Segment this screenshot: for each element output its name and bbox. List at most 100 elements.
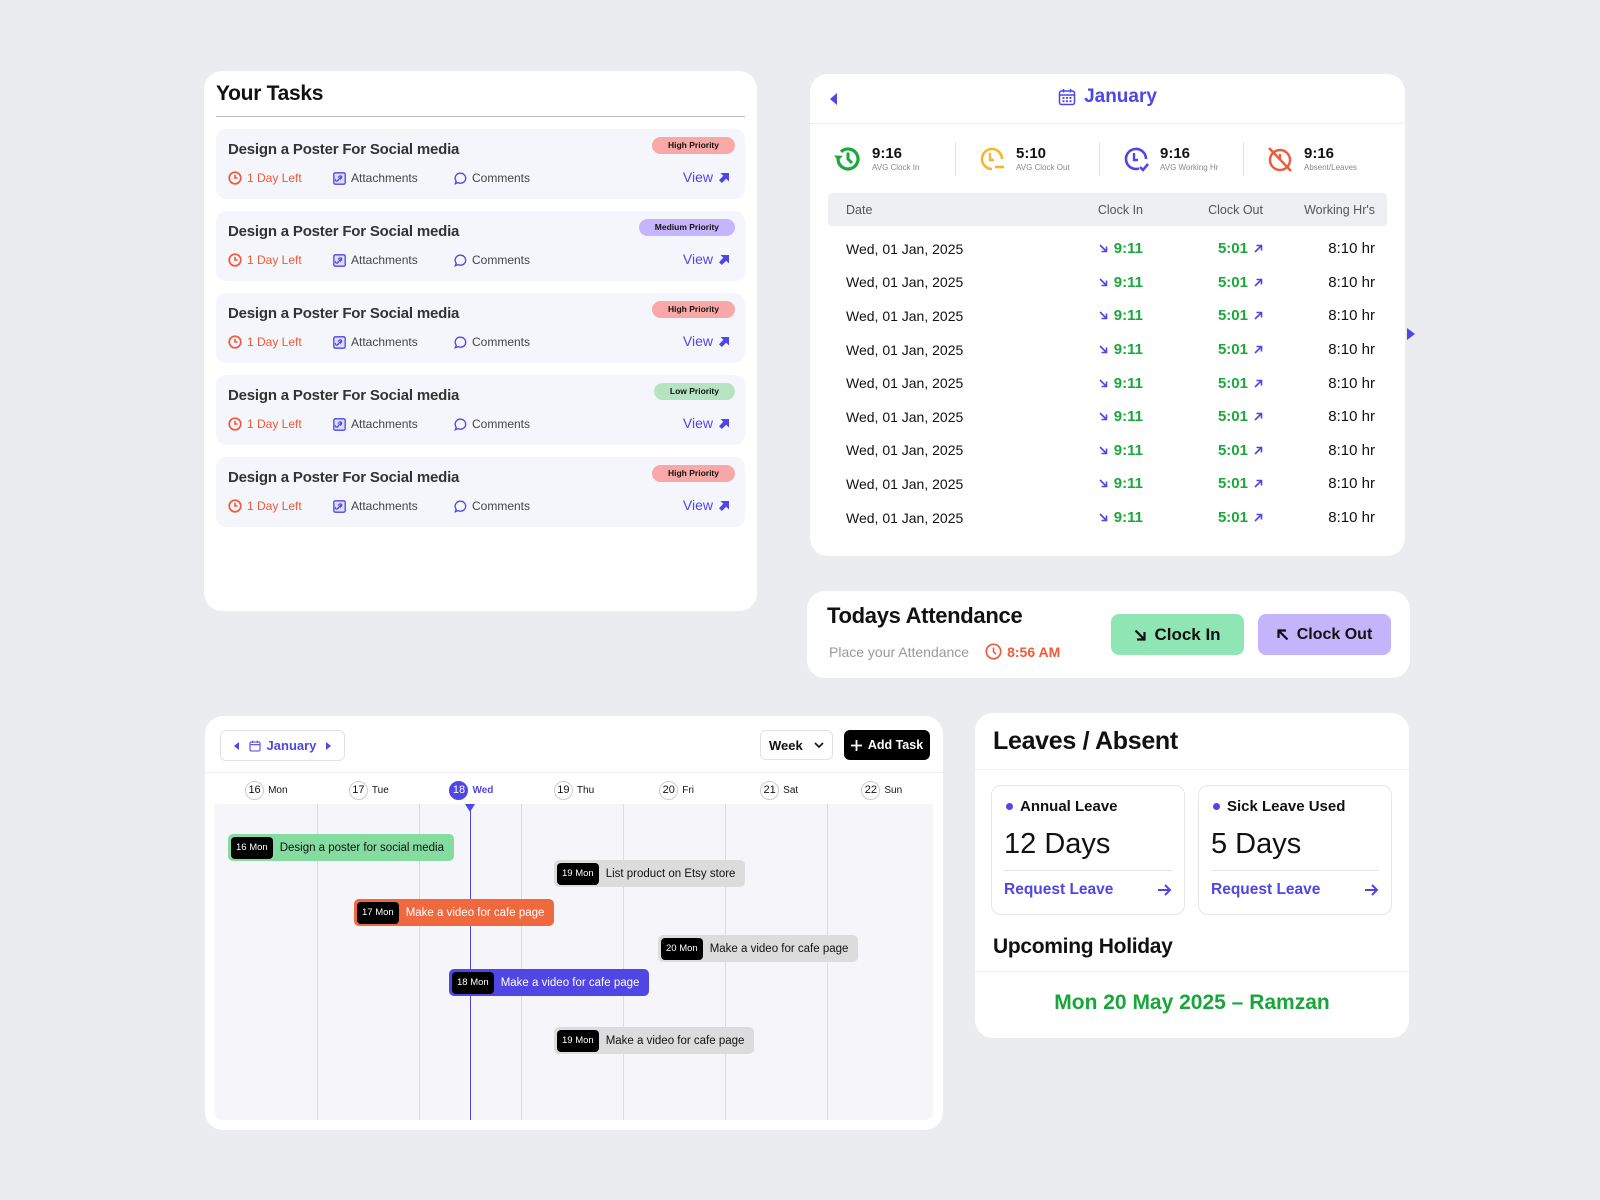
task-item[interactable]: Design a Poster For Social media High Pr… (216, 293, 745, 363)
task-item[interactable]: Design a Poster For Social media Medium … (216, 211, 745, 281)
arrow-right-icon (1365, 884, 1379, 896)
due-info: 1 Day Left (228, 253, 333, 267)
day-header[interactable]: 16 Mon (215, 778, 318, 802)
calendar-event[interactable]: 16 Mon Design a poster for social media (228, 834, 454, 861)
view-link[interactable]: View (683, 415, 731, 431)
day-header[interactable]: 22 Sun (830, 778, 933, 802)
clock-check-icon (1120, 143, 1152, 175)
request-leave-link[interactable]: Request Leave (1004, 881, 1172, 899)
todays-attendance-title: Todays Attendance (827, 603, 1023, 628)
next-month-button[interactable] (1407, 328, 1415, 340)
calendar-icon (1058, 88, 1076, 106)
clock-icon (228, 499, 242, 513)
request-leave-link[interactable]: Request Leave (1211, 881, 1379, 899)
attachments-link[interactable]: Attachments (333, 171, 454, 185)
arrow-up-right-icon (1254, 513, 1263, 522)
comments-link[interactable]: Comments (454, 417, 530, 431)
priority-badge: High Priority (651, 137, 735, 154)
calendar-event[interactable]: 17 Mon Make a video for cafe page (354, 899, 555, 926)
calendar-event[interactable]: 20 Mon Make a video for cafe page (658, 935, 859, 962)
attachments-link[interactable]: Attachments (333, 499, 454, 513)
task-item[interactable]: Design a Poster For Social media Low Pri… (216, 375, 745, 445)
clock-icon (228, 171, 242, 185)
arrow-down-right-icon (1099, 311, 1108, 320)
arrow-down-right-icon (1099, 412, 1108, 421)
arrow-right-icon (1158, 884, 1172, 896)
comment-icon (454, 418, 467, 431)
table-row: Wed, 01 Jan, 2025 9:11 5:01 8:10 hr (846, 509, 1375, 527)
task-name: Design a Poster For Social media (228, 141, 460, 158)
leaves-title: Leaves / Absent (993, 727, 1178, 755)
month-title: January (810, 86, 1405, 108)
tasks-title: Your Tasks (216, 71, 745, 117)
next-month-button[interactable] (326, 741, 332, 750)
priority-badge: Medium Priority (638, 219, 735, 236)
due-info: 1 Day Left (228, 335, 333, 349)
attachment-icon (333, 171, 346, 185)
attachment-icon (333, 499, 346, 513)
view-link[interactable]: View (683, 169, 731, 185)
upcoming-holiday-title: Upcoming Holiday (993, 935, 1173, 958)
priority-badge: High Priority (651, 465, 735, 482)
chevron-down-icon (814, 742, 824, 748)
todays-attendance-card: Todays Attendance Place your Attendance … (807, 591, 1410, 678)
month-navigator: January (220, 730, 345, 761)
comments-link[interactable]: Comments (454, 335, 530, 349)
comments-link[interactable]: Comments (454, 253, 530, 267)
bullet-dot (1006, 803, 1013, 810)
attendance-subtitle: Place your Attendance (829, 643, 970, 660)
arrow-up-left-icon (1277, 628, 1288, 640)
arrow-up-right-icon (1254, 312, 1263, 321)
attachments-link[interactable]: Attachments (333, 253, 454, 267)
comments-link[interactable]: Comments (454, 499, 530, 513)
view-link[interactable]: View (683, 251, 731, 267)
day-header[interactable]: 21 Sat (728, 778, 831, 802)
day-header[interactable]: 17 Tue (318, 778, 421, 802)
day-header[interactable]: 19 Thu (523, 778, 626, 802)
prev-month-button[interactable] (830, 93, 838, 105)
day-header[interactable]: 20 Fri (625, 778, 728, 802)
arrow-up-right-icon (1254, 345, 1263, 354)
arrow-up-right-icon (1254, 244, 1263, 253)
calendar-event[interactable]: 19 Mon List product on Etsy store (554, 860, 746, 887)
view-link[interactable]: View (683, 497, 731, 513)
clock-icon (985, 643, 1002, 660)
week-days-header: 16 Mon 17 Tue 18 Wed 19 Thu 20 Fri 21 Sat 22 Su… (215, 778, 933, 802)
leave-count: 5 Days (1211, 828, 1302, 860)
table-row: Wed, 01 Jan, 2025 9:11 5:01 8:10 hr (846, 307, 1375, 325)
calendar-event[interactable]: 18 Mon Make a video for cafe page (449, 969, 650, 996)
view-select[interactable]: Week (760, 730, 833, 760)
clock-icon (228, 253, 242, 267)
clock-in-button[interactable]: Clock In (1111, 614, 1244, 655)
stat-avg-clock-in: 9:16 AVG Clock In (828, 142, 956, 176)
comment-icon (454, 500, 467, 513)
calendar-event[interactable]: 19 Mon Make a video for cafe page (554, 1027, 755, 1054)
task-item[interactable]: Design a Poster For Social media High Pr… (216, 129, 745, 199)
arrow-up-right-icon (719, 253, 731, 265)
bullet-dot (1213, 803, 1220, 810)
arrow-down-right-icon (1099, 278, 1108, 287)
attachment-icon (333, 253, 346, 267)
sick-leave-card: Sick Leave Used 5 Days Request Leave (1198, 785, 1392, 915)
arrow-up-right-icon (719, 417, 731, 429)
prev-month-button[interactable] (233, 741, 239, 750)
attachment-icon (333, 335, 346, 349)
calendar-icon (249, 740, 261, 752)
table-row: Wed, 01 Jan, 2025 9:11 5:01 8:10 hr (846, 240, 1375, 258)
task-name: Design a Poster For Social media (228, 469, 460, 486)
comments-link[interactable]: Comments (454, 171, 530, 185)
clock-off-icon (1264, 143, 1296, 175)
add-task-button[interactable]: Add Task (844, 730, 930, 760)
attachments-link[interactable]: Attachments (333, 335, 454, 349)
task-item[interactable]: Design a Poster For Social media High Pr… (216, 457, 745, 527)
day-header-today[interactable]: 18 Wed (420, 778, 523, 802)
current-time: 8:56 AM (985, 643, 1060, 660)
due-info: 1 Day Left (228, 499, 333, 513)
attachments-link[interactable]: Attachments (333, 417, 454, 431)
caret-right-icon (326, 741, 332, 750)
clock-out-button[interactable]: Clock Out (1258, 614, 1391, 655)
view-link[interactable]: View (683, 333, 731, 349)
arrow-down-right-icon (1099, 345, 1108, 354)
table-row: Wed, 01 Jan, 2025 9:11 5:01 8:10 hr (846, 273, 1375, 291)
plus-icon (850, 739, 862, 751)
